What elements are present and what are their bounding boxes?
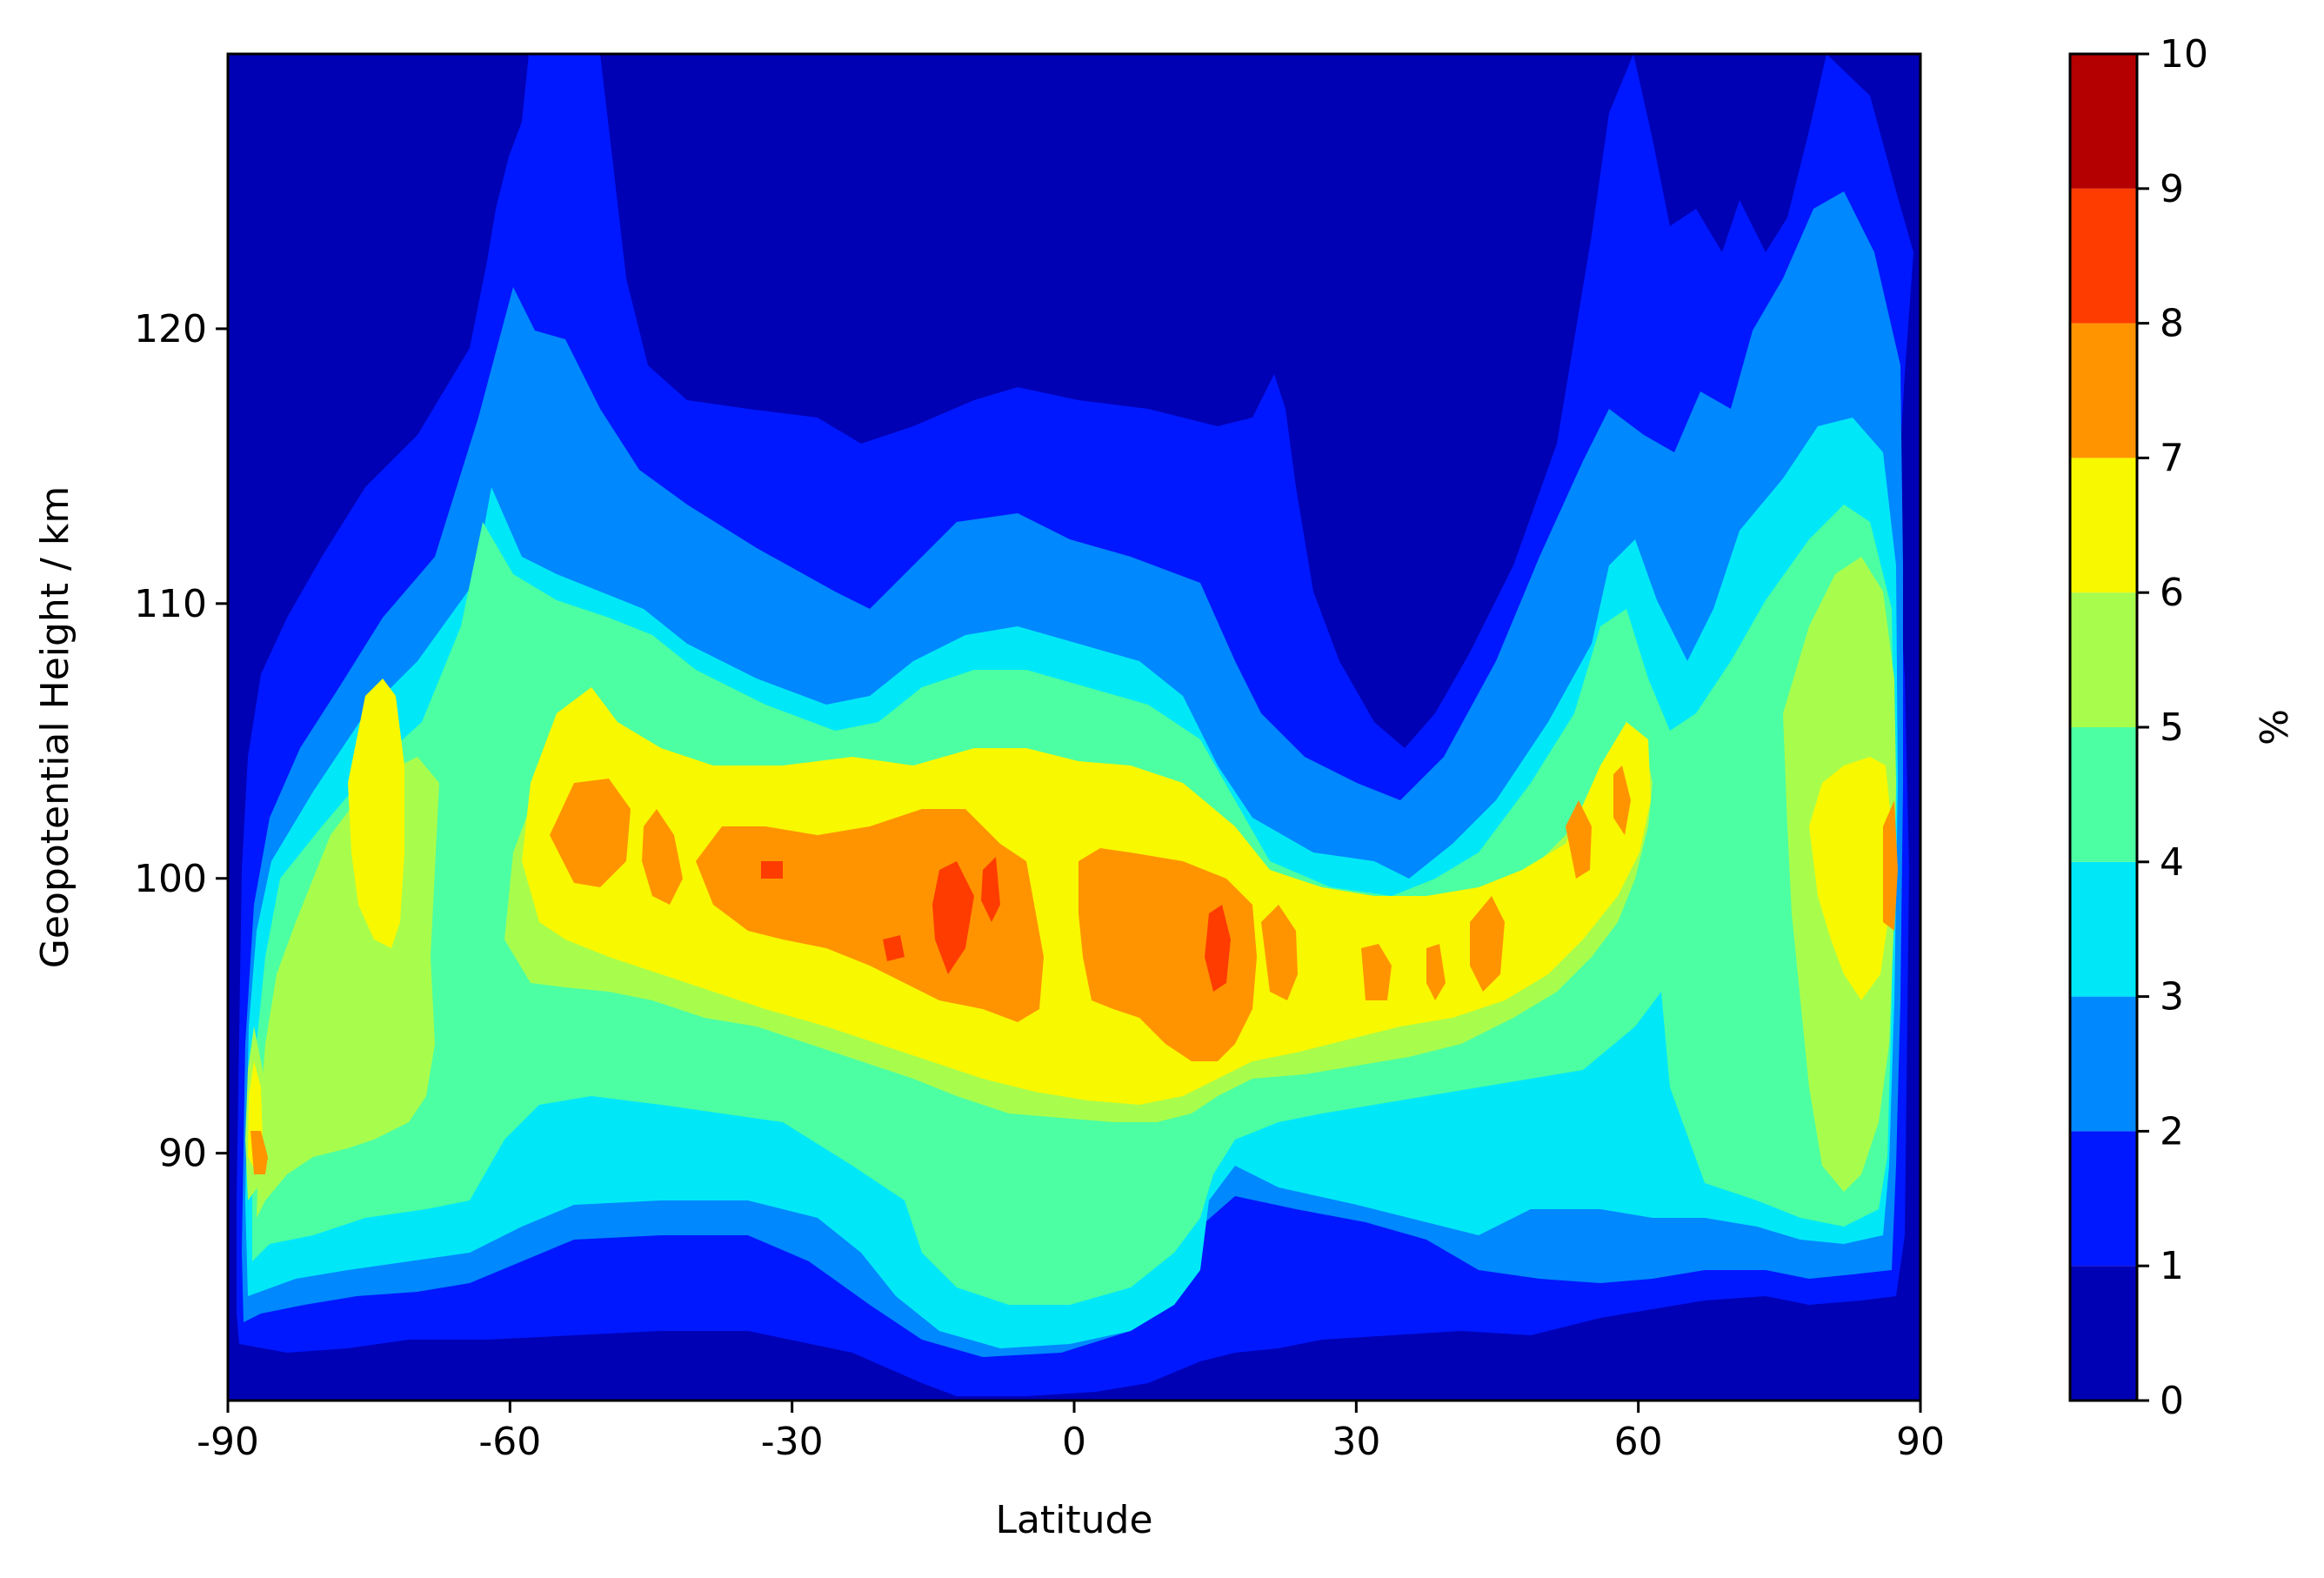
colorbar-ticks: 0 1 2 3 4 5 6 7 8 9 10 <box>2137 32 2208 1423</box>
colorbar-segment <box>2070 861 2137 997</box>
colorbar-segment <box>2070 996 2137 1132</box>
x-tick-label: 90 <box>1896 1420 1945 1464</box>
colorbar-segment <box>2070 1266 2137 1401</box>
colorbar-segment <box>2070 188 2137 324</box>
colorbar-tick-label: 10 <box>2160 32 2208 77</box>
colorbar-tick-label: 1 <box>2160 1244 2184 1288</box>
colorbar-segment <box>2070 458 2137 593</box>
y-axis-label: Geopotential Height / km <box>33 486 77 968</box>
colorbar-segment <box>2070 323 2137 458</box>
x-tick-label: -30 <box>761 1420 824 1464</box>
contour-band-8-9 <box>761 857 1231 992</box>
x-tick-label: -90 <box>197 1420 259 1464</box>
y-tick-label: 100 <box>134 857 207 901</box>
x-axis: -90 -60 -30 0 30 60 90 <box>197 1401 1945 1464</box>
colorbar-segment <box>2070 592 2137 727</box>
x-axis-label: Latitude <box>995 1498 1152 1542</box>
colorbar-segment <box>2070 727 2137 862</box>
colorbar-tick-label: 5 <box>2160 705 2184 750</box>
colorbar-tick-label: 0 <box>2160 1379 2184 1423</box>
plot-area <box>228 54 1920 1401</box>
colorbar-label: % <box>2253 709 2297 746</box>
y-tick-label: 120 <box>134 307 207 351</box>
colorbar-tick-label: 9 <box>2160 167 2184 211</box>
colorbar <box>2070 54 2137 1401</box>
y-axis: 90 100 110 120 <box>134 307 228 1176</box>
colorbar-segment <box>2070 54 2137 189</box>
colorbar-segment <box>2070 1131 2137 1267</box>
colorbar-tick-label: 8 <box>2160 302 2184 346</box>
y-tick-label: 110 <box>134 582 207 626</box>
x-tick-label: 0 <box>1062 1420 1086 1464</box>
colorbar-tick-label: 2 <box>2160 1109 2184 1153</box>
x-tick-label: 60 <box>1614 1420 1663 1464</box>
contour-band-6-7 <box>248 679 1892 1174</box>
x-tick-label: -60 <box>478 1420 541 1464</box>
colorbar-tick-label: 6 <box>2160 571 2184 615</box>
contour-band-7-8 <box>250 766 1898 1174</box>
colorbar-tick-label: 7 <box>2160 436 2184 480</box>
colorbar-tick-label: 3 <box>2160 975 2184 1020</box>
x-tick-label: 30 <box>1332 1420 1380 1464</box>
y-tick-label: 90 <box>158 1132 207 1176</box>
colorbar-tick-label: 4 <box>2160 840 2184 885</box>
